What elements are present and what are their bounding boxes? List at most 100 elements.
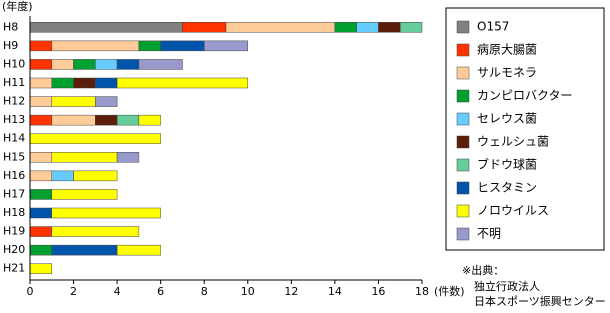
bar-segment	[116, 152, 140, 163]
bar-segment	[73, 170, 118, 182]
y-tick-label: H9	[3, 39, 18, 52]
note: 独立行政法人	[474, 279, 540, 293]
y-tick-label: H15	[3, 150, 25, 163]
legend-label: ウェルシュ菌	[477, 135, 549, 149]
bar-segment	[116, 114, 140, 126]
bar-segment	[29, 96, 53, 107]
legend-label: ヒスタミン	[477, 181, 537, 195]
x-tick-label: 16	[371, 285, 385, 298]
bar-segment	[51, 207, 161, 219]
note: ※出典：	[462, 263, 504, 277]
bar-segment	[29, 133, 161, 144]
note: 日本スポーツ振興センター	[474, 294, 606, 308]
bar-segment	[29, 77, 53, 89]
bar-segment	[51, 170, 74, 182]
bar-segment	[51, 59, 74, 70]
legend-label: サルモネラ	[477, 66, 537, 80]
bar-segment	[334, 22, 357, 33]
y-tick-label: H14	[3, 132, 25, 145]
bar-segment	[29, 22, 183, 33]
bar-segment	[225, 22, 336, 33]
bar-segment	[29, 189, 53, 200]
legend-swatch	[456, 66, 470, 80]
legend-label: カンピロバクター	[477, 89, 573, 103]
bar-segment	[399, 22, 423, 33]
bar-segment	[29, 263, 53, 274]
y-tick-label: H8	[3, 20, 18, 33]
y-tick-label: H21	[3, 262, 25, 275]
legend-label: セレウス菌	[477, 112, 537, 126]
bar-segment	[138, 59, 183, 70]
bar-segment	[116, 59, 140, 70]
legend-swatch	[456, 181, 470, 195]
legend-label: O157	[477, 20, 509, 34]
bar-segment	[356, 22, 379, 33]
bar-segment	[203, 40, 249, 52]
bar-segment	[29, 244, 53, 256]
bar-segment	[73, 59, 96, 70]
legend-swatch	[456, 135, 470, 149]
legend-swatch	[456, 89, 470, 103]
bar-segment	[29, 226, 53, 237]
bar-segment	[95, 114, 118, 126]
x-tick-label: 12	[284, 285, 298, 298]
legend-label: ノロウイルス	[477, 204, 549, 218]
x-tick-label: 2	[70, 285, 77, 298]
bar-segment	[51, 114, 96, 126]
y-axis-label: (年度)	[2, 0, 33, 13]
y-tick-label: H11	[3, 76, 25, 89]
bar-segment	[160, 40, 205, 52]
legend-swatch	[456, 158, 470, 172]
y-tick-label: H18	[3, 206, 25, 219]
x-tick-label: 4	[114, 285, 121, 298]
y-tick-label: H10	[3, 57, 25, 70]
legend-label: 不明	[477, 227, 501, 241]
legend-swatch	[456, 43, 470, 57]
bar-segment	[73, 77, 96, 89]
bar-segment	[29, 170, 53, 182]
bar-segment	[51, 40, 140, 52]
bar-segment	[51, 96, 96, 107]
bar-segment	[51, 189, 118, 200]
y-tick-label: H20	[3, 243, 25, 256]
bar-segment	[51, 244, 118, 256]
x-tick-label: 18	[415, 285, 429, 298]
x-axis-label: (件数)	[434, 285, 465, 298]
y-tick-label: H19	[3, 225, 25, 238]
legend-swatch	[456, 227, 470, 241]
bar-segment	[95, 96, 118, 107]
x-tick-label: 8	[201, 285, 208, 298]
x-tick-label: 14	[328, 285, 342, 298]
y-tick-label: H17	[3, 187, 25, 200]
bar-segment	[51, 226, 140, 237]
bar-segment	[116, 244, 161, 256]
y-tick-label: H12	[3, 95, 25, 108]
bar-segment	[378, 22, 401, 33]
bar-segment	[29, 40, 53, 52]
legend-label: ブドウ球菌	[477, 157, 537, 172]
legend-swatch	[456, 112, 470, 126]
x-tick-label: 10	[241, 285, 255, 298]
x-tick-label: 0	[27, 285, 34, 298]
bar-segment	[29, 59, 53, 70]
bar-segment	[116, 77, 249, 89]
legend-swatch	[456, 204, 470, 218]
bar-segment	[138, 114, 161, 126]
bar-segment	[29, 207, 53, 219]
bar-segment	[51, 77, 74, 89]
x-tick-label: 6	[157, 285, 164, 298]
bar-segment	[138, 40, 161, 52]
legend-swatch	[456, 20, 470, 34]
legend-label: 病原大腸菌	[477, 42, 537, 57]
bar-segment	[29, 152, 53, 163]
bar-segment	[95, 59, 118, 70]
y-tick-label: H13	[3, 113, 25, 126]
bar-segment	[182, 22, 227, 33]
y-tick-label: H16	[3, 169, 25, 182]
legend-box	[445, 7, 605, 251]
bar-segment	[51, 152, 118, 163]
bar-segment	[29, 114, 53, 126]
bar-segment	[95, 77, 118, 89]
